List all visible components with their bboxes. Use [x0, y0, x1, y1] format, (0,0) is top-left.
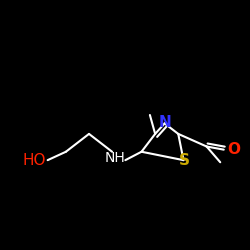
Text: S: S — [179, 153, 190, 168]
Text: NH: NH — [105, 151, 126, 165]
Text: HO: HO — [23, 153, 46, 168]
Text: N: N — [158, 115, 171, 130]
Text: O: O — [227, 142, 240, 157]
